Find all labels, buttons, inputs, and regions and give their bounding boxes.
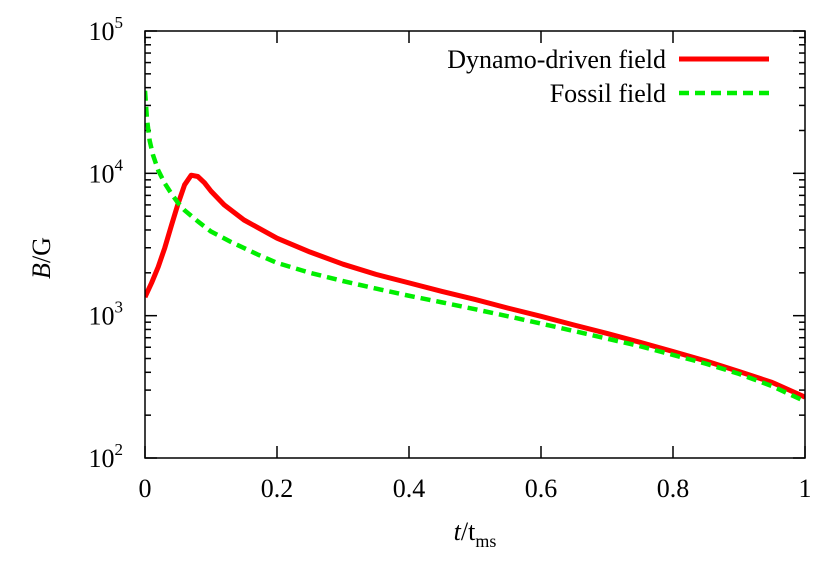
y-tick-label: 103 [89, 298, 124, 331]
y-tick-label-base: 10 [89, 444, 115, 473]
y-tick-label: 102 [89, 440, 124, 473]
curves [145, 90, 805, 404]
legend-label: Fossil field [550, 79, 666, 108]
y-tick-label-exponent: 4 [115, 155, 124, 174]
y-tick-label-base: 10 [89, 17, 115, 46]
x-tick-label: 0.6 [525, 474, 558, 503]
series-line-fossil [145, 90, 805, 404]
x-axis-label-separator: /t [461, 517, 476, 546]
y-tick-label-exponent: 5 [115, 13, 124, 32]
x-tick-label: 0.4 [393, 474, 426, 503]
plot-frame [144, 30, 806, 459]
y-tick-label-base: 10 [89, 302, 115, 331]
y-tick-label: 104 [89, 155, 124, 188]
y-axis-label: B/G [27, 237, 56, 279]
x-tick-label: 0.8 [657, 474, 690, 503]
y-axis-label-symbol: B [27, 263, 56, 279]
x-tick-label: 0.2 [261, 474, 294, 503]
y-axis-label-unit: /G [27, 237, 56, 263]
legend-label: Dynamo-driven field [447, 45, 666, 74]
x-axis-label-subscript: ms [475, 531, 496, 551]
x-tick-label: 1 [799, 474, 812, 503]
y-tick-label-exponent: 2 [115, 440, 124, 459]
y-tick-label: 105 [89, 13, 124, 46]
y-tick-label-exponent: 3 [115, 298, 124, 317]
x-tick-label: 0 [139, 474, 152, 503]
tick-marks [144, 30, 806, 459]
x-axis-label-symbol: t [454, 517, 462, 546]
series-line-dynamo [145, 172, 805, 400]
y-tick-label-base: 10 [89, 159, 115, 188]
x-axis-label: t/tms [454, 517, 497, 551]
legend: Dynamo-driven field Fossil field [447, 45, 769, 108]
